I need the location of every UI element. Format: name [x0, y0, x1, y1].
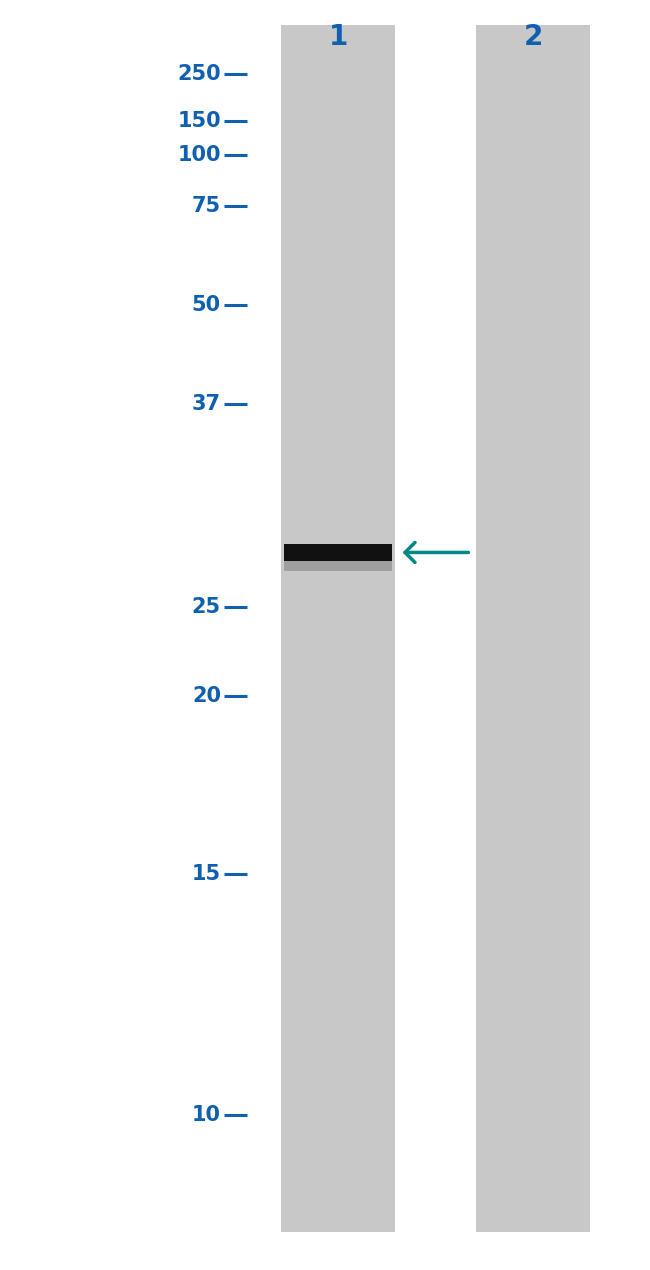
Text: 2: 2: [523, 23, 543, 51]
Text: 50: 50: [192, 295, 221, 315]
Text: 1: 1: [328, 23, 348, 51]
Text: 10: 10: [192, 1105, 221, 1125]
Text: 150: 150: [177, 110, 221, 131]
Text: 100: 100: [177, 145, 221, 165]
Text: 15: 15: [192, 864, 221, 884]
Bar: [285, 544, 391, 561]
Bar: [285, 561, 391, 570]
Text: 20: 20: [192, 686, 221, 706]
Text: 250: 250: [177, 64, 221, 84]
Text: 75: 75: [192, 196, 221, 216]
Text: 37: 37: [192, 394, 221, 414]
Bar: [476, 25, 590, 1232]
Bar: [281, 25, 395, 1232]
Text: 25: 25: [192, 597, 221, 617]
